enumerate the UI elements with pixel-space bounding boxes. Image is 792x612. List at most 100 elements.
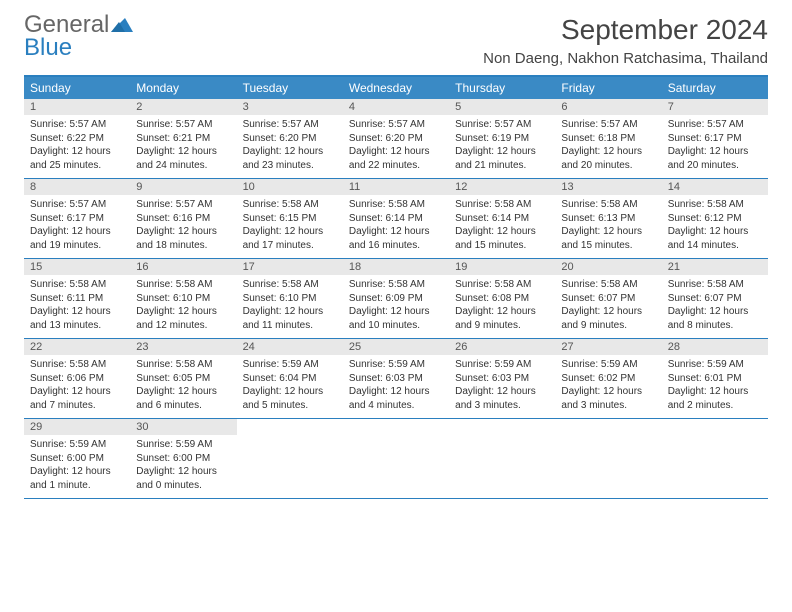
- day-line: Sunset: 6:19 PM: [455, 132, 549, 146]
- day-number: 12: [449, 179, 555, 195]
- day-line: Daylight: 12 hours: [455, 385, 549, 399]
- day-number: 26: [449, 339, 555, 355]
- day-body: Sunrise: 5:58 AMSunset: 6:13 PMDaylight:…: [555, 195, 661, 258]
- day-cell: [449, 419, 555, 498]
- day-line: Sunrise: 5:58 AM: [455, 198, 549, 212]
- day-number: [343, 419, 449, 435]
- day-body: Sunrise: 5:58 AMSunset: 6:09 PMDaylight:…: [343, 275, 449, 338]
- day-cell: 19Sunrise: 5:58 AMSunset: 6:08 PMDayligh…: [449, 259, 555, 338]
- day-line: Daylight: 12 hours: [668, 145, 762, 159]
- day-body: Sunrise: 5:57 AMSunset: 6:20 PMDaylight:…: [237, 115, 343, 178]
- day-line: and 24 minutes.: [136, 159, 230, 173]
- day-body: Sunrise: 5:58 AMSunset: 6:07 PMDaylight:…: [555, 275, 661, 338]
- day-line: and 2 minutes.: [668, 399, 762, 413]
- day-line: and 16 minutes.: [349, 239, 443, 253]
- day-number: 4: [343, 99, 449, 115]
- day-line: Sunrise: 5:59 AM: [668, 358, 762, 372]
- day-line: Sunrise: 5:58 AM: [561, 198, 655, 212]
- day-line: Sunset: 6:00 PM: [136, 452, 230, 466]
- day-cell: 16Sunrise: 5:58 AMSunset: 6:10 PMDayligh…: [130, 259, 236, 338]
- day-line: Daylight: 12 hours: [136, 305, 230, 319]
- day-number: 7: [662, 99, 768, 115]
- day-line: Sunrise: 5:58 AM: [243, 278, 337, 292]
- day-line: and 7 minutes.: [30, 399, 124, 413]
- day-line: Daylight: 12 hours: [349, 385, 443, 399]
- day-line: and 4 minutes.: [349, 399, 443, 413]
- day-body: Sunrise: 5:58 AMSunset: 6:07 PMDaylight:…: [662, 275, 768, 338]
- day-number: [555, 419, 661, 435]
- day-line: Sunset: 6:06 PM: [30, 372, 124, 386]
- day-line: Daylight: 12 hours: [349, 145, 443, 159]
- day-line: Sunset: 6:05 PM: [136, 372, 230, 386]
- day-cell: 6Sunrise: 5:57 AMSunset: 6:18 PMDaylight…: [555, 99, 661, 178]
- day-cell: 28Sunrise: 5:59 AMSunset: 6:01 PMDayligh…: [662, 339, 768, 418]
- day-number: 10: [237, 179, 343, 195]
- day-line: Daylight: 12 hours: [561, 305, 655, 319]
- day-line: and 21 minutes.: [455, 159, 549, 173]
- day-line: Sunset: 6:01 PM: [668, 372, 762, 386]
- header: General Blue September 2024 Non Daeng, N…: [24, 14, 768, 67]
- day-line: Daylight: 12 hours: [136, 465, 230, 479]
- week-row: 8Sunrise: 5:57 AMSunset: 6:17 PMDaylight…: [24, 179, 768, 259]
- day-body: Sunrise: 5:58 AMSunset: 6:15 PMDaylight:…: [237, 195, 343, 258]
- day-body: Sunrise: 5:59 AMSunset: 6:00 PMDaylight:…: [130, 435, 236, 498]
- day-line: Sunrise: 5:59 AM: [30, 438, 124, 452]
- day-body: Sunrise: 5:57 AMSunset: 6:22 PMDaylight:…: [24, 115, 130, 178]
- day-line: Daylight: 12 hours: [30, 305, 124, 319]
- day-line: Sunrise: 5:58 AM: [668, 198, 762, 212]
- day-line: and 12 minutes.: [136, 319, 230, 333]
- day-line: and 13 minutes.: [30, 319, 124, 333]
- day-body: Sunrise: 5:57 AMSunset: 6:17 PMDaylight:…: [24, 195, 130, 258]
- day-body: Sunrise: 5:57 AMSunset: 6:16 PMDaylight:…: [130, 195, 236, 258]
- day-number: 28: [662, 339, 768, 355]
- day-cell: 8Sunrise: 5:57 AMSunset: 6:17 PMDaylight…: [24, 179, 130, 258]
- day-line: Sunset: 6:12 PM: [668, 212, 762, 226]
- day-line: Daylight: 12 hours: [561, 225, 655, 239]
- day-line: Sunrise: 5:57 AM: [30, 198, 124, 212]
- day-number: 2: [130, 99, 236, 115]
- day-line: Sunrise: 5:57 AM: [30, 118, 124, 132]
- day-line: Sunset: 6:17 PM: [668, 132, 762, 146]
- day-line: Daylight: 12 hours: [349, 225, 443, 239]
- day-line: and 15 minutes.: [455, 239, 549, 253]
- day-line: Daylight: 12 hours: [136, 145, 230, 159]
- day-body: Sunrise: 5:58 AMSunset: 6:10 PMDaylight:…: [130, 275, 236, 338]
- day-line: Daylight: 12 hours: [668, 305, 762, 319]
- day-line: Sunset: 6:18 PM: [561, 132, 655, 146]
- day-line: Daylight: 12 hours: [243, 145, 337, 159]
- day-line: Sunset: 6:15 PM: [243, 212, 337, 226]
- day-cell: 18Sunrise: 5:58 AMSunset: 6:09 PMDayligh…: [343, 259, 449, 338]
- day-line: Daylight: 12 hours: [136, 385, 230, 399]
- day-body: Sunrise: 5:58 AMSunset: 6:06 PMDaylight:…: [24, 355, 130, 418]
- days-of-week-row: SundayMondayTuesdayWednesdayThursdayFrid…: [24, 77, 768, 99]
- day-number: 17: [237, 259, 343, 275]
- day-line: Sunrise: 5:58 AM: [349, 198, 443, 212]
- day-line: Sunset: 6:22 PM: [30, 132, 124, 146]
- day-line: and 9 minutes.: [455, 319, 549, 333]
- day-body: Sunrise: 5:58 AMSunset: 6:12 PMDaylight:…: [662, 195, 768, 258]
- day-line: Daylight: 12 hours: [30, 145, 124, 159]
- day-line: and 20 minutes.: [561, 159, 655, 173]
- day-number: 14: [662, 179, 768, 195]
- day-cell: 20Sunrise: 5:58 AMSunset: 6:07 PMDayligh…: [555, 259, 661, 338]
- day-cell: 12 Sunrise: 5:58 AMSunset: 6:14 PMDayligh…: [449, 179, 555, 258]
- day-line: Sunset: 6:03 PM: [455, 372, 549, 386]
- day-line: Sunset: 6:20 PM: [243, 132, 337, 146]
- week-row: 1Sunrise: 5:57 AMSunset: 6:22 PMDaylight…: [24, 99, 768, 179]
- day-number: 6: [555, 99, 661, 115]
- dow-cell: Monday: [130, 77, 236, 99]
- day-line: Sunrise: 5:57 AM: [668, 118, 762, 132]
- day-line: and 15 minutes.: [561, 239, 655, 253]
- day-number: [449, 419, 555, 435]
- day-line: Daylight: 12 hours: [455, 225, 549, 239]
- day-line: Sunset: 6:14 PM: [455, 212, 549, 226]
- day-cell: 1Sunrise: 5:57 AMSunset: 6:22 PMDaylight…: [24, 99, 130, 178]
- day-cell: 11Sunrise: 5:58 AMSunset: 6:14 PMDayligh…: [343, 179, 449, 258]
- calendar: SundayMondayTuesdayWednesdayThursdayFrid…: [24, 75, 768, 499]
- day-line: Sunset: 6:13 PM: [561, 212, 655, 226]
- day-cell: 13Sunrise: 5:58 AMSunset: 6:13 PMDayligh…: [555, 179, 661, 258]
- day-number: 30: [130, 419, 236, 435]
- dow-cell: Sunday: [24, 77, 130, 99]
- day-number: 22: [24, 339, 130, 355]
- day-line: Sunrise: 5:57 AM: [243, 118, 337, 132]
